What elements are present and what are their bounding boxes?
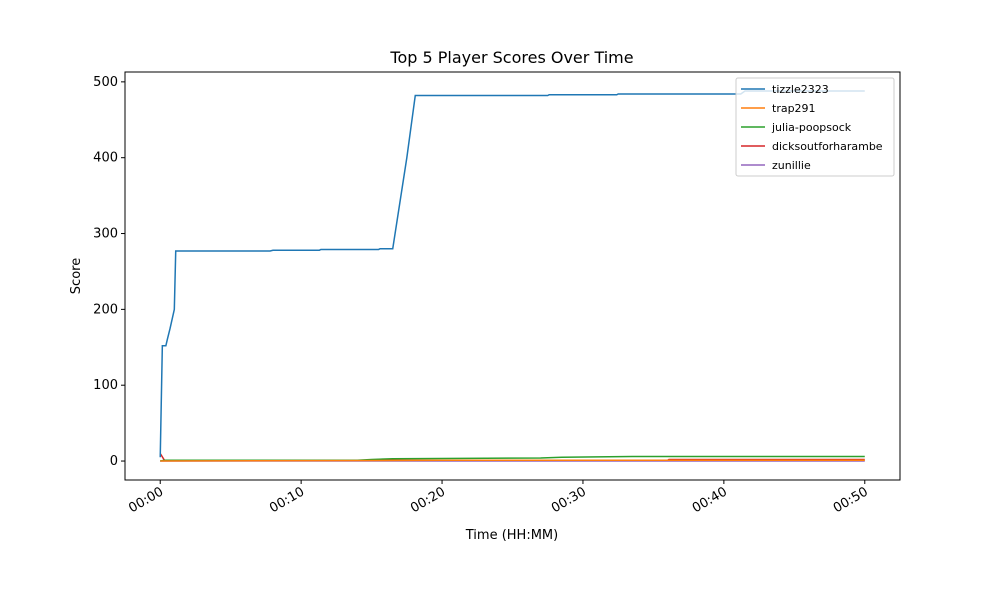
series-line xyxy=(160,459,865,462)
y-tick-label: 200 xyxy=(93,302,118,317)
legend-label: dicksoutforharambe xyxy=(772,140,883,153)
y-tick-label: 100 xyxy=(93,378,118,393)
y-tick-label: 500 xyxy=(93,75,118,90)
chart-title: Top 5 Player Scores Over Time xyxy=(389,48,633,67)
legend-label: tizzle2323 xyxy=(772,83,829,96)
x-tick-label: 00:20 xyxy=(408,484,448,516)
legend-box xyxy=(735,77,895,177)
x-tick-label: 00:40 xyxy=(690,484,730,516)
plot-frame xyxy=(124,71,901,481)
x-tick-label: 00:30 xyxy=(549,484,589,516)
legend-label: trap291 xyxy=(772,102,816,115)
series-line xyxy=(159,90,865,458)
x-tick-label: 00:00 xyxy=(126,484,166,516)
x-tick-label: 00:50 xyxy=(831,484,871,516)
legend-label: julia-poopsock xyxy=(771,121,852,134)
y-tick-label: 400 xyxy=(93,151,118,166)
x-tick-label: 00:10 xyxy=(267,484,307,516)
x-axis-label: Time (HH:MM) xyxy=(465,528,558,543)
legend-label: zunillie xyxy=(772,159,811,172)
y-tick-label: 300 xyxy=(93,227,118,242)
y-axis-label: Score xyxy=(69,258,84,294)
y-tick-label: 0 xyxy=(110,454,118,469)
